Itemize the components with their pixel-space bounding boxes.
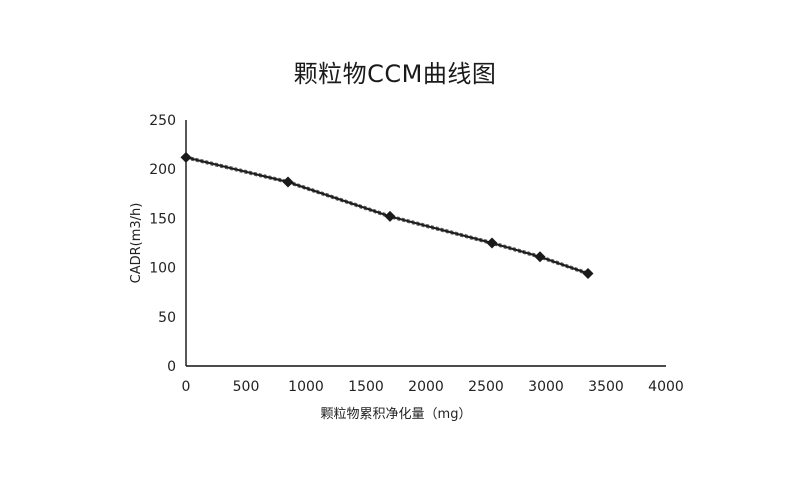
series-trace-upper — [185, 155, 589, 273]
x-tick-label: 3500 — [588, 379, 624, 395]
x-tick-label: 0 — [182, 379, 191, 395]
x-tick-label: 500 — [233, 379, 260, 395]
series-line — [185, 156, 589, 275]
data-point-marker — [486, 237, 498, 249]
x-tick-label: 3000 — [528, 379, 564, 395]
data-point-marker — [384, 210, 396, 222]
y-tick-label: 250 — [149, 113, 176, 129]
data-point-marker — [282, 176, 294, 188]
data-point-marker — [180, 151, 192, 163]
y-tick-label: 200 — [149, 162, 176, 178]
axes — [185, 120, 666, 367]
x-tick-label: 2500 — [468, 379, 504, 395]
x-tick-label: 1500 — [348, 379, 384, 395]
y-tick-label: 150 — [149, 211, 176, 227]
chart-title: 颗粒物CCM曲线图 — [293, 60, 497, 88]
x-ticks: 0 500 1000 1500 2000 2500 3000 3500 4000 — [182, 379, 684, 395]
x-tick-label: 2000 — [408, 379, 444, 395]
x-tick-label: 1000 — [288, 379, 324, 395]
y-axis-label: CADR(m3/h) — [129, 203, 144, 284]
series-group — [180, 151, 594, 280]
x-tick-label: 4000 — [648, 379, 684, 395]
x-axis-label: 颗粒物累积净化量（mg） — [321, 407, 472, 422]
series-trace-lower — [185, 158, 589, 276]
data-point-marker — [534, 251, 546, 263]
y-tick-label: 0 — [167, 359, 176, 375]
y-ticks: 0 50 100 150 200 250 — [149, 113, 176, 375]
y-tick-label: 50 — [158, 310, 176, 326]
y-tick-label: 100 — [149, 261, 176, 277]
data-point-marker — [582, 268, 594, 280]
